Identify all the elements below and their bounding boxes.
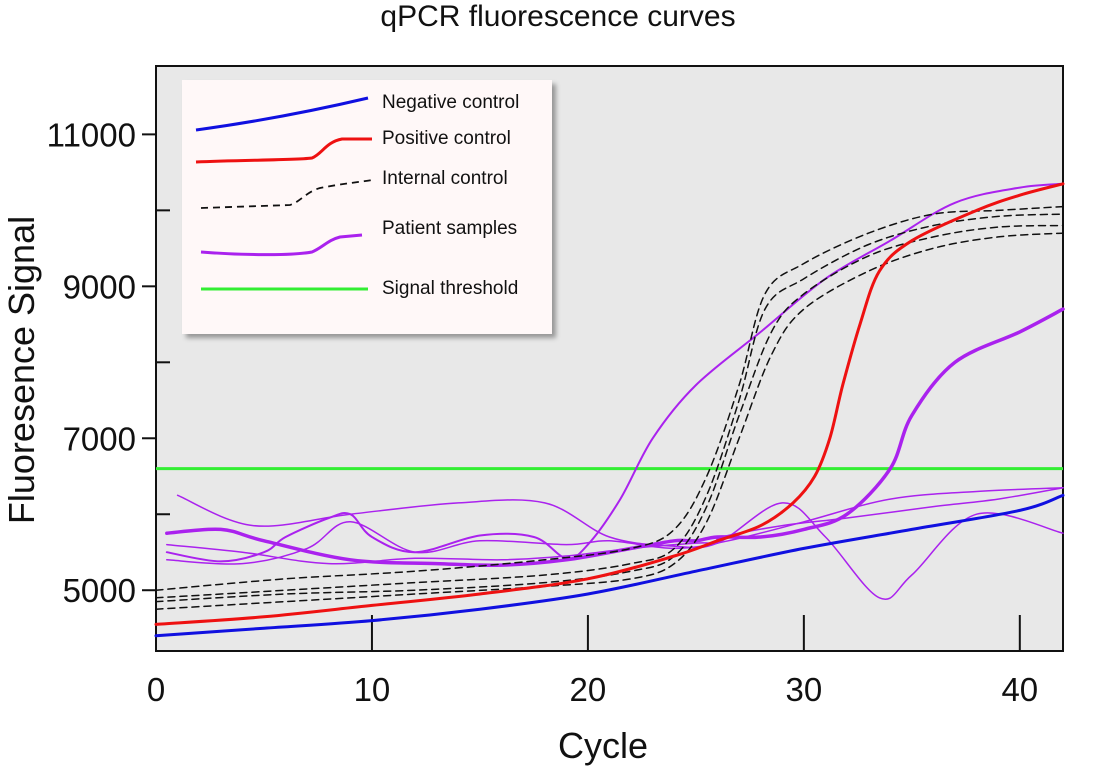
y-tick-label: 11000 bbox=[47, 116, 136, 153]
chart-title: qPCR fluorescence curves bbox=[380, 0, 735, 33]
y-axis-ticks: 5000 7000 9000 11000 bbox=[47, 116, 170, 609]
x-axis-label: Cycle bbox=[558, 725, 648, 766]
internal-control-curve bbox=[155, 205, 1064, 591]
negative-control-curve bbox=[154, 493, 1065, 638]
legend-patient-samples-label: Patient samples bbox=[382, 218, 517, 239]
legend-signal-threshold-label: Signal threshold bbox=[382, 278, 518, 299]
internal-control-curve bbox=[155, 213, 1064, 599]
series-layer bbox=[154, 182, 1065, 638]
positive-control-curve bbox=[154, 182, 1065, 626]
legend-negative-control-label: Negative control bbox=[382, 92, 519, 113]
x-tick-label: 30 bbox=[785, 671, 822, 708]
patient-samples-curve bbox=[166, 486, 1064, 565]
y-axis-label: Fluoresence Signal bbox=[1, 216, 42, 524]
legend-positive-control-line bbox=[195, 137, 372, 164]
legend-internal-control-label: Internal control bbox=[382, 168, 508, 189]
patient-samples-curve bbox=[165, 307, 1065, 568]
y-tick-label: 7000 bbox=[63, 420, 136, 457]
patient-samples-curve bbox=[166, 486, 1064, 565]
x-tick-label: 10 bbox=[354, 671, 391, 708]
x-axis-ticks: 0 10 20 30 40 bbox=[147, 615, 1038, 708]
legend-negative-control-line bbox=[195, 96, 369, 132]
legend-internal-control-line bbox=[200, 179, 373, 209]
legend-patient-samples-line bbox=[200, 233, 363, 257]
x-tick-label: 0 bbox=[147, 671, 165, 708]
legend-positive-control-label: Positive control bbox=[382, 128, 511, 149]
internal-control-curve bbox=[155, 232, 1064, 610]
internal-control-curve bbox=[155, 224, 1064, 603]
x-tick-label: 20 bbox=[570, 671, 607, 708]
legend: Negative control Positive control Intern… bbox=[182, 80, 552, 334]
y-tick-label: 5000 bbox=[63, 572, 136, 609]
x-tick-label: 40 bbox=[1001, 671, 1038, 708]
y-tick-label: 9000 bbox=[63, 268, 136, 305]
